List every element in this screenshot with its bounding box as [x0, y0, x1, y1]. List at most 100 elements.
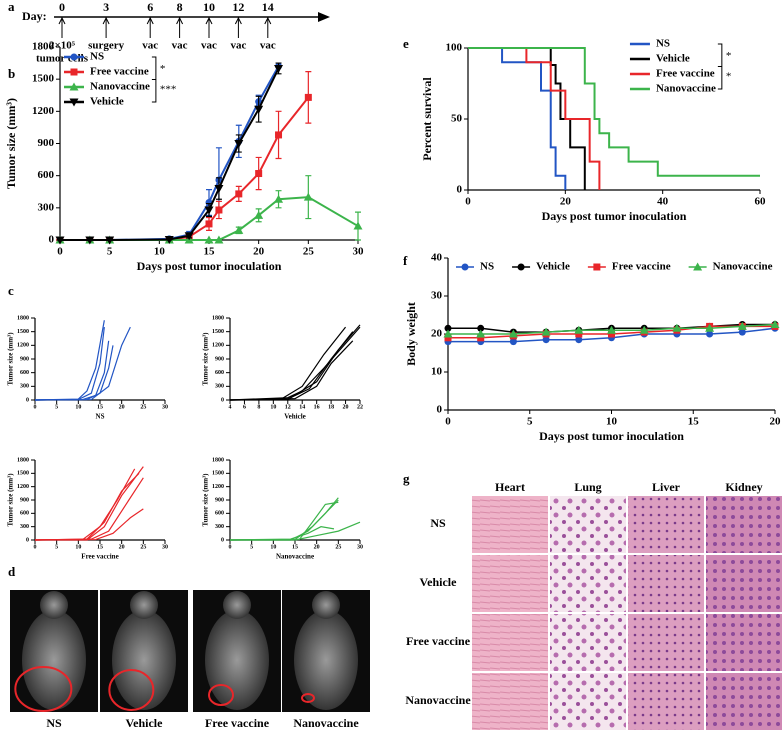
x-tick-label: 0	[34, 404, 37, 410]
x-tick-label: 10	[154, 246, 166, 258]
x-tick-label: 15	[688, 416, 700, 428]
x-tick-label: 18	[328, 404, 334, 410]
marker	[738, 328, 746, 336]
marker	[70, 53, 78, 61]
histology-image	[472, 555, 548, 612]
marker	[234, 225, 244, 234]
legend-label: Nanovaccine	[713, 261, 773, 273]
y-tick-label: 900	[20, 497, 29, 503]
x-tick-label: 25	[140, 544, 146, 550]
timeline-event-label: vac	[260, 40, 276, 52]
x-tick-label: 40	[657, 196, 669, 208]
y-tick-label: 1800	[17, 315, 29, 321]
x-tick-label: 15	[97, 404, 103, 410]
panel-label: f	[403, 253, 408, 268]
x-tick-label: 20	[314, 544, 320, 550]
marker	[234, 140, 244, 148]
y-axis-label: Body weight	[404, 302, 418, 366]
series-line	[468, 47, 586, 190]
mri-body	[22, 610, 86, 710]
series-line	[60, 96, 310, 241]
y-tick-label: 900	[215, 497, 224, 503]
marker	[85, 236, 95, 245]
histology-image	[628, 496, 704, 553]
x-tick-label: 8	[257, 404, 260, 410]
histology-row: NS	[430, 516, 446, 530]
chart: 0 50 100 0 20 40 60 Days post tumor inoculation…	[420, 38, 766, 223]
y-tick-label: 1500	[212, 329, 224, 335]
y-tick-label: 1200	[212, 343, 224, 349]
histology-image	[550, 614, 626, 671]
marker	[105, 236, 115, 245]
y-axis-label: Percent survival	[420, 77, 434, 161]
timeline-event-label: tumor cells	[36, 53, 89, 65]
timeline-arrow	[58, 16, 66, 25]
legend-label: Vehicle	[90, 96, 124, 108]
histology-image	[472, 496, 548, 553]
tumor-outline	[301, 693, 315, 703]
histology-row: Vehicle	[420, 575, 458, 589]
histology-image	[706, 614, 782, 671]
x-tick-label: 25	[335, 544, 341, 550]
marker	[737, 321, 747, 330]
x-tick-label: 0	[34, 544, 37, 550]
x-tick-label: 20	[119, 404, 125, 410]
x-tick-label: 10	[270, 544, 276, 550]
y-tick-label: 300	[38, 201, 55, 213]
timeline-event-label: vac	[172, 40, 188, 52]
y-tick-label: 30	[431, 290, 443, 302]
x-tick-label: 0	[445, 416, 451, 428]
mri-head	[223, 591, 251, 619]
y-tick-label: 1500	[17, 329, 29, 335]
timeline-day: 12	[232, 0, 244, 14]
significance-bracket	[717, 43, 723, 90]
x-tick-label: 20	[253, 246, 265, 258]
mri-body	[112, 610, 176, 710]
marker	[476, 329, 486, 338]
x-tick-label: 4	[229, 404, 232, 410]
marker	[215, 206, 223, 214]
timeline-event-label: vac	[201, 40, 217, 52]
legend-label: NS	[90, 51, 104, 63]
marker	[444, 324, 452, 332]
marker	[639, 325, 649, 334]
chart: 0 300 600 900 1200 1500 1800 0 5 10 15 20 25 30 Free v…	[7, 457, 168, 560]
marker	[672, 323, 682, 332]
marker	[770, 320, 780, 328]
timeline-event-label: vac	[142, 40, 158, 52]
mri-head	[130, 591, 158, 619]
marker	[70, 68, 78, 76]
legend-label: Vehicle	[536, 261, 570, 273]
timeline-event-label: 2×10⁵	[49, 40, 76, 52]
y-tick-label: 0	[221, 537, 224, 543]
x-tick-label: 15	[292, 544, 298, 550]
timeline-arrow	[205, 16, 213, 25]
legend-label: Free vaccine	[656, 68, 715, 80]
marker	[274, 194, 284, 203]
mri-label: Vehicle	[126, 716, 164, 730]
marker	[205, 220, 213, 228]
x-tick-label: 10	[270, 404, 276, 410]
marker	[461, 263, 469, 271]
histology-image	[628, 555, 704, 612]
y-tick-label: 300	[215, 384, 224, 390]
timeline-arrow	[102, 16, 110, 25]
y-axis-label: Tumor size (mm³)	[7, 473, 15, 527]
timeline-day: 8	[177, 0, 183, 14]
timeline-arrowhead	[318, 12, 330, 22]
marker	[275, 131, 283, 139]
y-tick-label: 900	[20, 356, 29, 362]
legend-label: Nanovaccine	[90, 81, 150, 93]
significance-bracket	[151, 56, 157, 103]
x-tick-label: 60	[755, 196, 767, 208]
marker	[214, 185, 224, 194]
x-tick-label: 10	[606, 416, 618, 428]
x-tick-label: 5	[55, 404, 58, 410]
histology-image	[628, 673, 704, 730]
y-tick-label: 50	[451, 113, 463, 125]
series-line	[34, 468, 136, 541]
x-tick-label: 0	[57, 246, 63, 258]
chart: 0 10 20 30 40 0 5 10 15 20 Days post tumor inocula…	[404, 252, 781, 443]
chart: 0 300 600 900 1200 1500 1800 0 5 10 15 20 25 30 NS Tumo…	[7, 315, 168, 420]
